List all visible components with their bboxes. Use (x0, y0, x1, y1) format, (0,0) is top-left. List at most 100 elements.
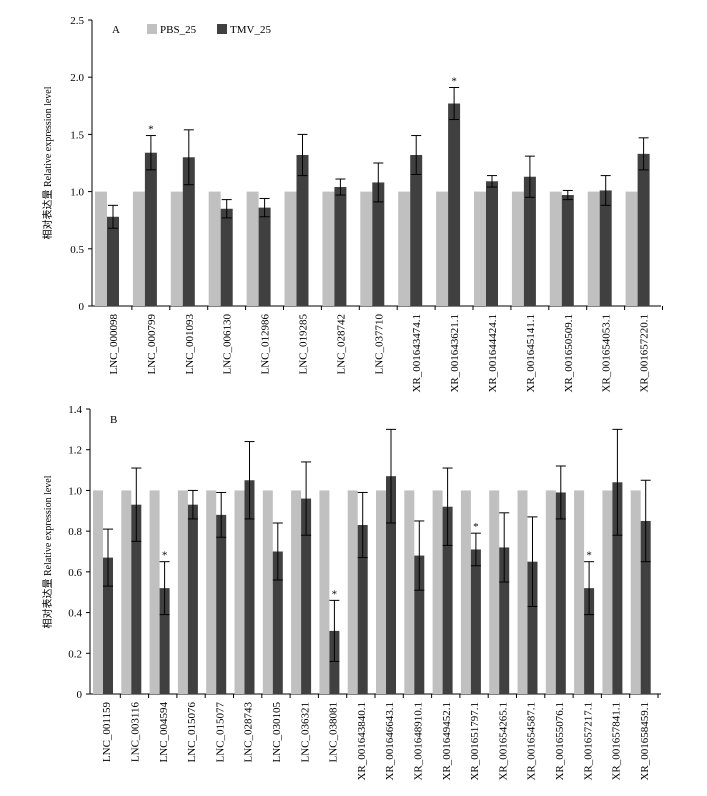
x-tick-label: LNC_003116 (129, 702, 141, 763)
y-tick-label: 2.0 (70, 72, 84, 84)
x-tick-label: XR_001643840.1 (356, 702, 368, 781)
panel-label-a: A (112, 24, 120, 36)
bar-tmv (329, 630, 340, 694)
bar-tmv (486, 181, 498, 306)
bar-pbs (489, 490, 500, 694)
bar-pbs (630, 490, 641, 694)
bar-pbs (93, 490, 103, 694)
bar-tmv (637, 153, 650, 306)
bar-tmv (584, 588, 595, 694)
bar-tmv (107, 216, 119, 306)
y-tick-label: 1.4 (68, 404, 82, 416)
x-tick-label: XR_001649452.1 (441, 702, 453, 781)
bar-pbs (322, 191, 335, 306)
x-tick-label: LNC_030105 (271, 702, 283, 763)
x-tick-label: XR_001645141.1 (525, 314, 537, 393)
bar-pbs (376, 490, 386, 694)
significance-marker: * (332, 588, 338, 600)
bar-tmv (301, 498, 312, 694)
x-tick-label: XR_001657841.1 (611, 702, 623, 781)
bar-tmv (334, 187, 347, 306)
bars-a: ** (95, 75, 650, 307)
panel-label-b: B (110, 414, 117, 426)
y-tick-label: 1.5 (70, 129, 84, 141)
x-tick-label: LNC_038081 (328, 702, 340, 763)
bar-pbs (602, 490, 613, 694)
bar-pbs (319, 490, 330, 694)
legend-label-pbs: PBS_25 (160, 24, 197, 36)
bar-pbs (95, 191, 107, 306)
bar-tmv (599, 190, 612, 306)
y-tick-label: 0.5 (70, 244, 84, 256)
bar-tmv (296, 154, 309, 306)
bar-pbs (208, 191, 221, 306)
bar-pbs (625, 191, 638, 306)
x-tick-label: XR_001643621.1 (449, 314, 461, 393)
x-tick-label: LNC_036321 (299, 702, 311, 763)
y-tick-label: 1.2 (68, 445, 82, 457)
bar-pbs (432, 490, 443, 694)
x-tick-label: LNC_015077 (214, 702, 226, 763)
bar-tmv (414, 555, 425, 694)
bar-pbs (170, 191, 183, 306)
legend-swatch-pbs (147, 24, 157, 34)
x-tick-label: XR_001654053.1 (601, 314, 613, 393)
bar-tmv (187, 504, 198, 694)
x-tick-label: LNC_001159 (101, 702, 113, 763)
x-tick-label: LNC_006130 (222, 314, 234, 375)
y-tick-label: 1.0 (70, 187, 84, 199)
x-tick-label: LNC_004594 (158, 702, 170, 763)
bar-tmv (410, 154, 423, 306)
chart-panel-b: B 相对表达量 Relative expression level 0 0.2 0.… (41, 404, 661, 781)
bar-pbs (545, 490, 556, 694)
bar-tmv (220, 208, 233, 306)
bar-pbs (149, 490, 160, 694)
bar-pbs (549, 191, 562, 306)
bar-pbs (284, 191, 297, 306)
chart-panel-a: A PBS_25 TMV_25 相对表达量 Relative expressio… (41, 15, 663, 393)
bar-tmv (555, 492, 566, 694)
bar-pbs (517, 490, 528, 694)
bar-pbs (262, 490, 273, 694)
significance-marker: * (148, 124, 154, 136)
x-tick-label: XR_001657217.1 (582, 702, 594, 781)
bar-tmv (523, 176, 536, 306)
x-tick-label: LNC_015076 (186, 702, 198, 763)
bar-pbs (347, 490, 358, 694)
significance-marker: * (473, 521, 479, 533)
bar-pbs (291, 490, 302, 694)
y-tick-label: 0.4 (68, 608, 82, 620)
bar-tmv (144, 152, 157, 306)
bar-pbs (587, 191, 600, 306)
y-axis-label-a: 相对表达量 Relative expression level (41, 86, 54, 239)
bar-tmv (258, 207, 271, 306)
bar-pbs (177, 490, 188, 694)
x-tick-label: LNC_001093 (184, 314, 196, 375)
bar-pbs (398, 191, 411, 306)
bar-tmv (561, 195, 574, 306)
x-tick-label: XR_001654587.1 (526, 702, 538, 781)
x-tick-label: XR_001654265.1 (497, 702, 509, 781)
x-tick-label: XR_001650509.1 (563, 314, 575, 393)
bar-tmv (612, 482, 623, 694)
legend-swatch-tmv (217, 24, 227, 34)
bar-pbs (511, 191, 524, 306)
y-axis-label-b: 相对表达量 Relative expression level (41, 475, 54, 628)
y-tick-label: 0 (77, 689, 83, 701)
x-tick-label: LNC_019285 (297, 314, 309, 375)
x-tick-label: XR_001655076.1 (554, 702, 566, 781)
y-tick-label: 0.6 (68, 567, 82, 579)
bar-tmv (216, 514, 227, 694)
x-tick-label: LNC_028742 (335, 314, 347, 375)
bar-pbs (360, 191, 373, 306)
bar-tmv (640, 520, 651, 694)
significance-marker: * (451, 75, 457, 87)
x-tick-label: XR_001644424.1 (487, 314, 499, 393)
bar-tmv (182, 157, 195, 306)
significance-marker: * (162, 550, 168, 562)
legend: PBS_25 TMV_25 (147, 24, 271, 36)
bar-tmv (159, 588, 170, 694)
y-tick-label: 0 (79, 301, 85, 313)
bar-tmv (372, 182, 385, 306)
